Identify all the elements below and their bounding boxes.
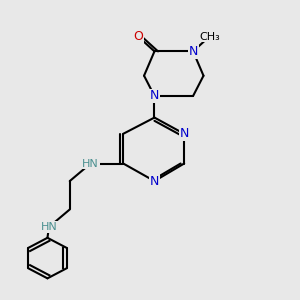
Text: N: N	[179, 127, 189, 140]
Text: N: N	[188, 45, 198, 58]
Text: HN: HN	[40, 222, 57, 232]
Text: O: O	[133, 30, 143, 43]
Text: HN: HN	[82, 158, 99, 169]
Text: CH₃: CH₃	[199, 32, 220, 41]
Text: N: N	[150, 89, 159, 103]
Text: N: N	[150, 175, 159, 188]
